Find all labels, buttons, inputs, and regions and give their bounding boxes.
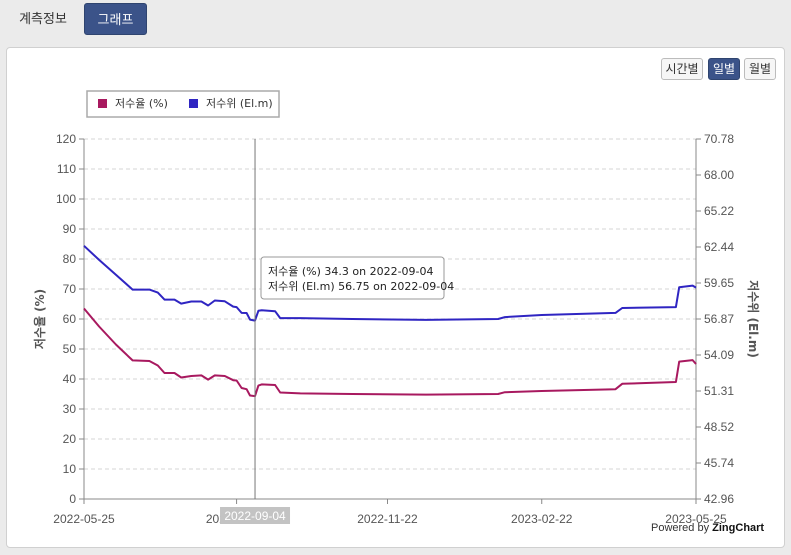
right-tick-label: 42.96: [704, 492, 734, 506]
legend-label: 저수율 (%): [115, 97, 168, 110]
tooltip-line: 저수율 (%) 34.3 on 2022-09-04: [268, 265, 434, 278]
left-tick-label: 10: [63, 462, 77, 476]
powered-by: Powered by ZingChart: [651, 522, 764, 534]
right-tick-label: 62.44: [704, 240, 734, 254]
right-axis-title: 저수위 (El.m): [746, 280, 761, 358]
legend-label: 저수위 (El.m): [206, 97, 273, 110]
daily-button[interactable]: 일별: [708, 58, 740, 80]
left-tick-label: 70: [63, 282, 77, 296]
x-tick-label: 2022-05-25: [53, 512, 115, 526]
x-tick-label: 2022-11-22: [357, 512, 418, 526]
right-tick-label: 48.52: [704, 420, 734, 434]
left-tick-label: 20: [63, 432, 77, 446]
crosshair-date-label: 2022-09-04: [224, 509, 286, 523]
x-tick-label: 2023-05-25: [665, 512, 727, 526]
left-tick-label: 80: [63, 252, 77, 266]
right-tick-label: 70.78: [704, 132, 734, 146]
right-tick-label: 45.74: [704, 456, 734, 470]
right-tick-label: 59.65: [704, 276, 734, 290]
legend-box: [86, 90, 280, 118]
left-tick-label: 40: [63, 372, 77, 386]
left-tick-label: 30: [63, 402, 77, 416]
tab-bar: 계측정보 그래프: [0, 0, 791, 40]
powered-by-prefix: Powered by: [651, 522, 713, 534]
monthly-button[interactable]: 월별: [744, 58, 776, 80]
legend: 저수율 (%) 저수위 (El.m): [86, 90, 280, 118]
right-tick-label: 56.87: [704, 312, 734, 326]
left-tick-label: 110: [57, 162, 76, 176]
right-tick-label: 68.00: [704, 168, 734, 182]
legend-swatch: [98, 99, 107, 108]
legend-swatch: [189, 99, 198, 108]
tab-measurement-info[interactable]: 계측정보: [19, 11, 67, 26]
right-tick-label: 54.09: [704, 348, 734, 362]
tooltip-box: [260, 256, 445, 300]
tab-graph[interactable]: 그래프: [84, 3, 147, 35]
left-tick-label: 120: [56, 132, 76, 146]
tooltip: 저수율 (%) 34.3 on 2022-09-04 저수위 (El.m) 56.…: [260, 256, 454, 300]
series-line-1: [83, 307, 697, 398]
tooltip-line: 저수위 (El.m) 56.75 on 2022-09-04: [268, 280, 454, 293]
crosshair-date-box: [220, 507, 291, 524]
x-tick-label: 2023-02-22: [511, 512, 573, 526]
left-tick-label: 60: [63, 312, 77, 326]
left-tick-label: 50: [63, 342, 77, 356]
left-tick-label: 0: [69, 492, 76, 506]
left-tick-label: 100: [56, 192, 76, 206]
left-tick-label: 90: [63, 222, 77, 236]
right-tick-label: 51.31: [704, 384, 734, 398]
powered-by-brand[interactable]: ZingChart: [712, 522, 765, 534]
right-tick-label: 65.22: [704, 204, 734, 218]
left-axis-title: 저수율 (%): [32, 289, 47, 349]
hourly-button[interactable]: 시간별: [661, 58, 703, 80]
series-line-2: [83, 245, 697, 322]
